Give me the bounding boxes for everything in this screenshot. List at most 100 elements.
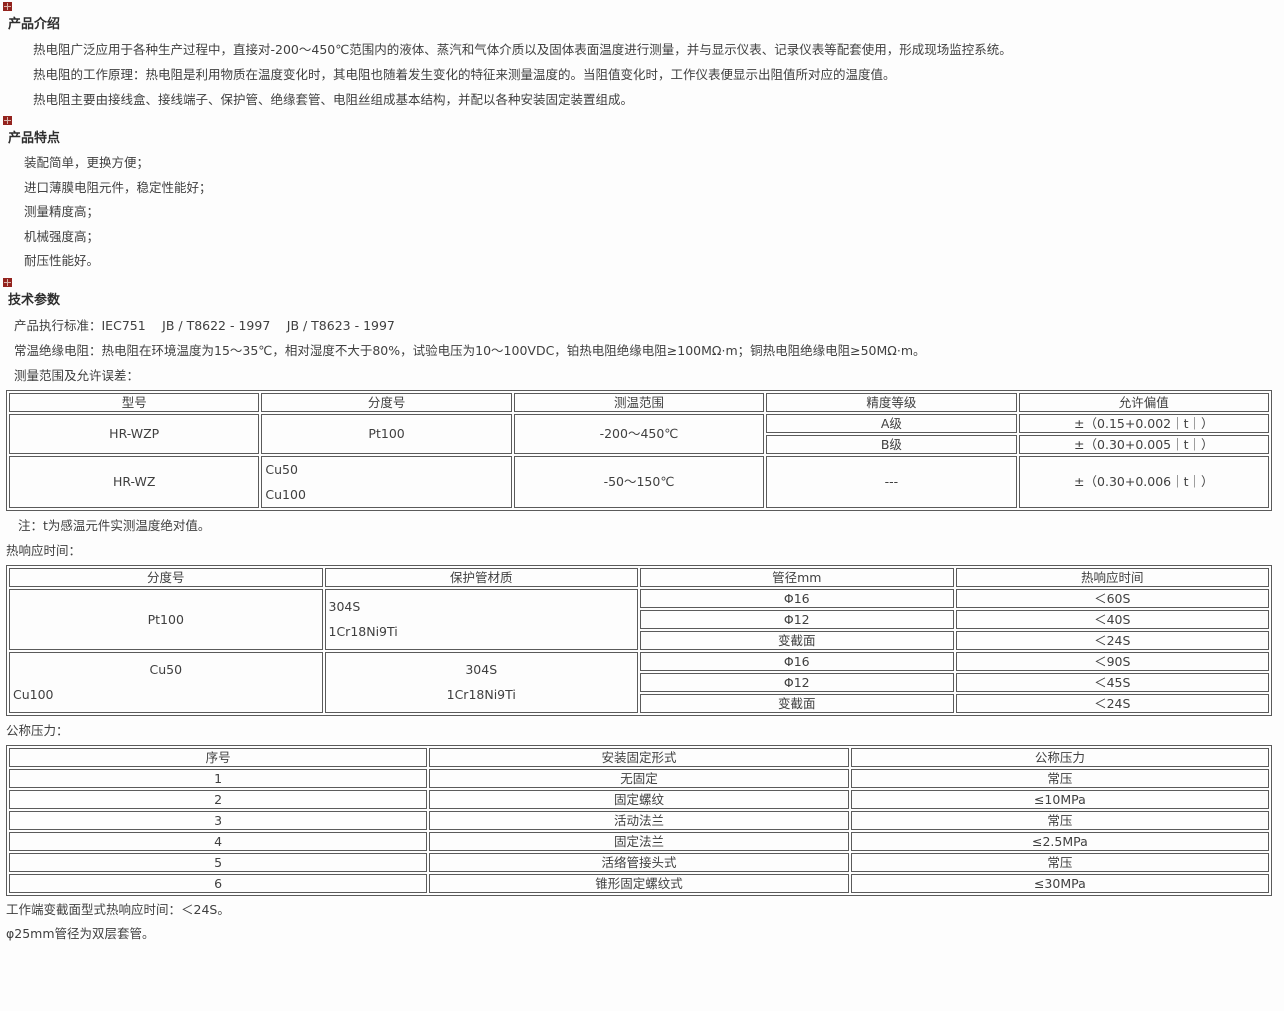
section-heading-tech: 技术参数 bbox=[8, 292, 61, 308]
column-header: 安装固定形式 bbox=[429, 747, 849, 767]
pressure-table-label: 公称压力： bbox=[6, 722, 69, 738]
section-heading-features: 产品特点 bbox=[8, 131, 61, 146]
table-cell-model: HR-WZP bbox=[9, 413, 260, 454]
table-row: HR-WZP Pt100 -200～450℃ A级 ±（0.15+0.002｜t… bbox=[9, 413, 1269, 454]
table-cell-time: ＜45S bbox=[955, 672, 1269, 692]
table-cell-grade: A级 bbox=[766, 413, 1017, 433]
table-cell-time: ＜24S bbox=[955, 693, 1269, 713]
table-cell-deviation: ±（0.30+0.005｜t｜） bbox=[1018, 434, 1269, 454]
material-line: 1Cr18Ni9Ti bbox=[446, 687, 516, 702]
pressure-table: 序号 安装固定形式 公称压力 1 无固定 常压 2 固定螺纹 ≤10MPa 3 … bbox=[6, 744, 1272, 896]
column-header: 热响应时间 bbox=[955, 567, 1269, 587]
table-cell-graduation: Cu50 Cu100 bbox=[9, 651, 323, 713]
table-cell-range: -50～150℃ bbox=[513, 455, 765, 508]
table-row: 4 固定法兰 ≤2.5MPa bbox=[9, 831, 1269, 851]
footer-note: φ25mm管径为双层套管。 bbox=[6, 925, 155, 941]
graduation-line: Cu50 bbox=[149, 662, 183, 677]
table-cell-time: ＜60S bbox=[955, 588, 1269, 608]
table-cell-index: 5 bbox=[9, 852, 428, 872]
table-cell-index: 6 bbox=[9, 873, 428, 893]
range-table: 型号 分度号 测温范围 精度等级 允许偏值 HR-WZP Pt100 -200～… bbox=[6, 389, 1272, 511]
table-cell-index: 3 bbox=[9, 810, 428, 830]
material-line: 304S bbox=[328, 599, 361, 614]
table-row: 3 活动法兰 常压 bbox=[9, 810, 1269, 830]
features-list: 装配简单，更换方便； 进口薄膜电阻元件，稳定性能好； 测量精度高； 机械强度高；… bbox=[6, 151, 1278, 274]
table-cell-index: 4 bbox=[9, 831, 428, 851]
section-bullet-row bbox=[3, 116, 1278, 129]
table-row: B级 ±（0.30+0.005｜t｜） bbox=[9, 434, 1269, 454]
table-row: 变截面 ＜24S bbox=[9, 693, 1269, 713]
table-cell-deviation: ±（0.30+0.006｜t｜） bbox=[1018, 455, 1269, 508]
table-cell-grade: --- bbox=[766, 455, 1017, 508]
response-table-label: 热响应时间： bbox=[6, 542, 82, 558]
table-cell-time: ＜24S bbox=[955, 630, 1269, 650]
table-cell-diameter: 变截面 bbox=[640, 693, 954, 713]
section-heading-intro: 产品介绍 bbox=[8, 17, 61, 32]
response-table: 分度号 保护管材质 管径mm 热响应时间 Pt100 304S 1Cr18Ni9… bbox=[6, 564, 1272, 716]
table-cell-pressure: ≤2.5MPa bbox=[850, 831, 1269, 851]
column-header: 精度等级 bbox=[766, 392, 1017, 412]
table-cell-deviation: ±（0.15+0.002｜t｜） bbox=[1018, 413, 1269, 433]
table-cell-diameter: Φ12 bbox=[640, 672, 954, 692]
table-cell-pressure: 常压 bbox=[850, 852, 1269, 872]
material-line: 1Cr18Ni9Ti bbox=[328, 624, 398, 639]
table-cell-diameter: 变截面 bbox=[640, 630, 954, 650]
table-cell-mounting: 活络管接头式 bbox=[429, 852, 849, 872]
column-header: 测温范围 bbox=[513, 392, 765, 412]
column-header: 型号 bbox=[9, 392, 260, 412]
table-cell-pressure: 常压 bbox=[850, 810, 1269, 830]
feature-item: 耐压性能好。 bbox=[24, 253, 100, 268]
table-cell-material: 304S 1Cr18Ni9Ti bbox=[324, 588, 638, 650]
column-header: 序号 bbox=[9, 747, 428, 767]
standard-line: 产品执行标准：IEC751 JB / T8622 - 1997 JB / T86… bbox=[14, 317, 395, 333]
graduation-line: Cu50 bbox=[265, 461, 298, 477]
table-row: Cu50 Cu100 304S 1Cr18Ni9Ti Φ16 ＜90S bbox=[9, 651, 1269, 713]
section-bullet-row bbox=[3, 2, 1278, 15]
graduation-line: Cu100 bbox=[13, 687, 54, 702]
table-cell-mounting: 无固定 bbox=[429, 768, 849, 788]
table-cell-diameter: Φ12 bbox=[640, 609, 954, 629]
table-note: 注：t为感温元件实测温度绝对值。 bbox=[18, 517, 211, 533]
table-cell-diameter: Φ16 bbox=[640, 651, 954, 671]
intro-paragraph: 热电阻主要由接线盒、接线端子、保护管、绝缘套管、电阻丝组成基本结构，并配以各种安… bbox=[33, 92, 634, 107]
table-cell-mounting: 锥形固定螺纹式 bbox=[429, 873, 849, 893]
table-cell-diameter: Φ16 bbox=[640, 588, 954, 608]
feature-item: 测量精度高； bbox=[24, 204, 100, 219]
table-cell-model: HR-WZ bbox=[9, 455, 260, 508]
intro-paragraph: 热电阻广泛应用于各种生产过程中，直接对-200～450℃范围内的液体、蒸汽和气体… bbox=[33, 42, 1012, 57]
table-row: 5 活络管接头式 常压 bbox=[9, 852, 1269, 872]
table-cell-material: 304S 1Cr18Ni9Ti bbox=[324, 651, 638, 713]
table-row: HR-WZ Cu50 Cu100 -50～150℃ --- ±（0.30+0.0… bbox=[9, 455, 1269, 508]
table-cell-time: ＜40S bbox=[955, 609, 1269, 629]
broken-image-icon bbox=[3, 2, 12, 11]
table-cell-pressure: ≤30MPa bbox=[850, 873, 1269, 893]
table-row: 6 锥形固定螺纹式 ≤30MPa bbox=[9, 873, 1269, 893]
table-header-row: 分度号 保护管材质 管径mm 热响应时间 bbox=[9, 567, 1269, 587]
table-cell-index: 2 bbox=[9, 789, 428, 809]
feature-item: 装配简单，更换方便； bbox=[24, 155, 150, 170]
table-row: Φ12 ＜45S bbox=[9, 672, 1269, 692]
column-header: 保护管材质 bbox=[324, 567, 638, 587]
intro-paragraph: 热电阻的工作原理：热电阻是利用物质在温度变化时，其电阻也随着发生变化的特征来测量… bbox=[33, 67, 896, 82]
feature-item: 进口薄膜电阻元件，稳定性能好； bbox=[24, 179, 212, 195]
table-row: Pt100 304S 1Cr18Ni9Ti Φ16 ＜60S bbox=[9, 588, 1269, 650]
footer-note: 工作端变截面型式热响应时间：＜24S。 bbox=[6, 901, 230, 917]
table-cell-index: 1 bbox=[9, 768, 428, 788]
table-cell-pressure: ≤10MPa bbox=[850, 789, 1269, 809]
table-row: 2 固定螺纹 ≤10MPa bbox=[9, 789, 1269, 809]
column-header: 公称压力 bbox=[850, 747, 1269, 767]
material-line: 304S bbox=[465, 662, 498, 677]
table-cell-graduation: Cu50 Cu100 bbox=[261, 455, 512, 508]
section-bullet-row bbox=[3, 277, 1278, 291]
range-table-label: 测量范围及允许误差： bbox=[14, 367, 140, 383]
column-header: 分度号 bbox=[261, 392, 512, 412]
column-header: 允许偏值 bbox=[1018, 392, 1269, 412]
table-header-row: 序号 安装固定形式 公称压力 bbox=[9, 747, 1269, 767]
table-cell-mounting: 固定法兰 bbox=[429, 831, 849, 851]
table-cell-mounting: 活动法兰 bbox=[429, 810, 849, 830]
broken-image-icon bbox=[3, 277, 12, 287]
table-row: 1 无固定 常压 bbox=[9, 768, 1269, 788]
table-cell-time: ＜90S bbox=[955, 651, 1269, 671]
table-row: Φ12 ＜40S bbox=[9, 609, 1269, 629]
table-header-row: 型号 分度号 测温范围 精度等级 允许偏值 bbox=[9, 392, 1269, 412]
